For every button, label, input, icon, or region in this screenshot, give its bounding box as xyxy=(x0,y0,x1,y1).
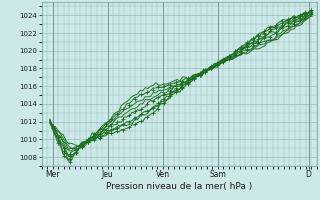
X-axis label: Pression niveau de la mer( hPa ): Pression niveau de la mer( hPa ) xyxy=(106,182,252,191)
